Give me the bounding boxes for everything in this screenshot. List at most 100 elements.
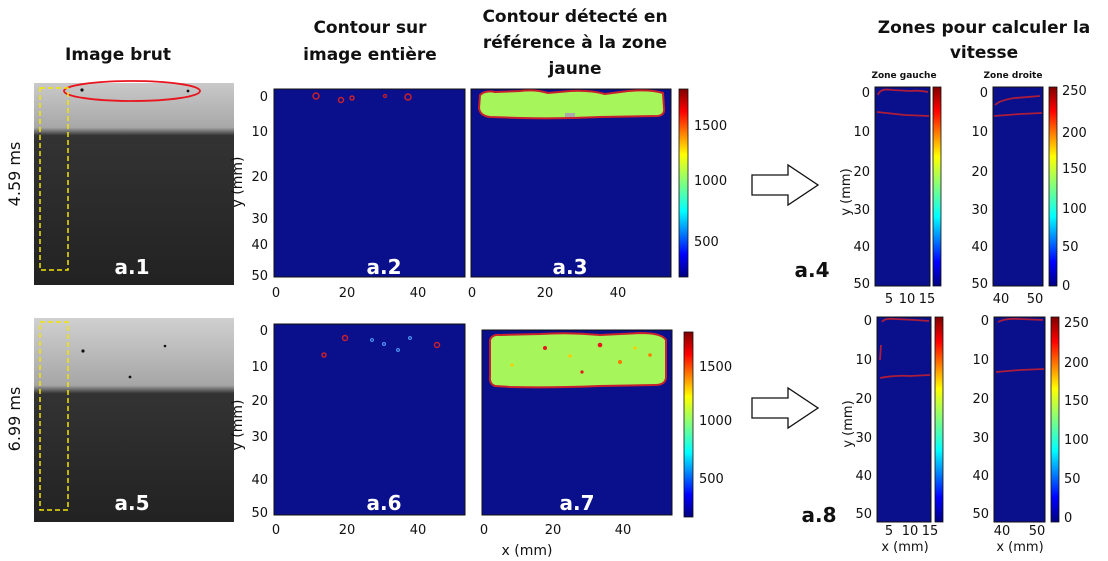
- svg-text:50: 50: [855, 507, 872, 522]
- header-full-line1: Contour sur: [313, 18, 427, 38]
- svg-text:40: 40: [994, 524, 1011, 539]
- svg-text:50: 50: [972, 507, 989, 522]
- svg-text:0: 0: [981, 314, 989, 329]
- svg-text:200: 200: [1064, 356, 1089, 371]
- svg-text:100: 100: [1064, 433, 1089, 448]
- svg-text:0: 0: [862, 86, 870, 101]
- panel-label-a4: a.4: [794, 258, 829, 282]
- svg-text:40: 40: [410, 523, 427, 538]
- svg-text:40: 40: [410, 286, 427, 301]
- svg-text:50: 50: [971, 277, 988, 292]
- svg-text:5: 5: [885, 524, 893, 539]
- svg-text:10: 10: [251, 360, 268, 375]
- svg-text:0: 0: [1062, 279, 1070, 294]
- svg-text:5: 5: [885, 292, 893, 307]
- svg-text:20: 20: [972, 392, 989, 407]
- svg-text:20: 20: [339, 286, 356, 301]
- x-axis-label-zone-left: x (mm): [881, 540, 928, 555]
- svg-text:0: 0: [260, 90, 268, 105]
- y-axis-label-zone-row2: y (mm): [841, 400, 856, 447]
- svg-text:15: 15: [922, 524, 939, 539]
- header-zones-line1: Zones pour calculer la: [878, 18, 1090, 38]
- panel-label-a1: a.1: [114, 255, 149, 279]
- red-ellipse-marker: [63, 80, 201, 102]
- zone-left-plot-row1: 0 10 20 30 40 50 y (mm) 5 10 15: [839, 86, 942, 307]
- arrow-row2: [751, 386, 820, 430]
- svg-text:10: 10: [853, 125, 870, 140]
- svg-text:500: 500: [694, 235, 719, 250]
- zone-right-plot-row2: 0 10 20 30 40 50 40 50 x (mm) 250 200 15…: [972, 314, 1088, 555]
- colorbar-row2: 1500 1000 500: [683, 331, 732, 518]
- svg-text:200: 200: [1062, 126, 1087, 141]
- svg-text:50: 50: [1027, 292, 1044, 307]
- arrow-row1: [751, 163, 820, 207]
- svg-text:30: 30: [853, 203, 870, 218]
- yellow-zone-box: [39, 321, 69, 511]
- svg-text:20: 20: [855, 392, 872, 407]
- header-zone-right: Zone droite: [984, 71, 1043, 81]
- svg-text:1500: 1500: [694, 119, 727, 134]
- panel-label-a7: a.7: [559, 491, 594, 515]
- svg-text:30: 30: [251, 212, 268, 227]
- svg-text:250: 250: [1064, 316, 1089, 331]
- svg-text:0: 0: [468, 286, 476, 301]
- ref-contour-plot-row1: a.3: [470, 88, 672, 279]
- y-axis-label-row2: y (mm): [230, 400, 246, 451]
- svg-text:30: 30: [972, 431, 989, 446]
- svg-text:20: 20: [853, 165, 870, 180]
- x-axis-label-zone-right: x (mm): [996, 540, 1043, 555]
- time-label-row1: 4.59 ms: [5, 142, 24, 207]
- svg-text:1000: 1000: [694, 174, 727, 189]
- svg-text:40: 40: [251, 238, 268, 253]
- svg-text:50: 50: [1029, 524, 1046, 539]
- y-axis-row1: 0 10 20 30 40 50 y (mm): [230, 90, 268, 284]
- raw-image-row1: a.1: [34, 80, 234, 285]
- x-axis-row2-ref: 0 20 40 x (mm): [480, 523, 631, 559]
- svg-text:0: 0: [272, 286, 280, 301]
- zone-right-plot-row1: 0 10 20 30 40 50 40 50 250 200 150 100 5…: [971, 84, 1086, 307]
- svg-text:0: 0: [260, 324, 268, 339]
- full-contour-plot-row1: a.2: [273, 88, 466, 279]
- header-ref-line3: jaune: [547, 59, 601, 79]
- svg-text:40: 40: [972, 469, 989, 484]
- x-axis-row1-full: 0 20 40: [272, 286, 426, 301]
- svg-text:1500: 1500: [699, 360, 732, 375]
- svg-text:50: 50: [853, 277, 870, 292]
- svg-text:20: 20: [251, 394, 268, 409]
- svg-text:10: 10: [899, 292, 916, 307]
- y-axis-row2: 0 10 20 30 40 50 y (mm): [230, 324, 268, 521]
- svg-text:10: 10: [971, 125, 988, 140]
- svg-text:50: 50: [1064, 472, 1081, 487]
- svg-text:50: 50: [1062, 240, 1079, 255]
- svg-text:0: 0: [1064, 511, 1072, 526]
- svg-text:10: 10: [251, 125, 268, 140]
- svg-text:30: 30: [971, 203, 988, 218]
- x-axis-label-main: x (mm): [502, 543, 553, 559]
- svg-text:10: 10: [902, 524, 919, 539]
- svg-text:40: 40: [993, 292, 1010, 307]
- svg-text:10: 10: [972, 353, 989, 368]
- svg-text:40: 40: [853, 240, 870, 255]
- svg-text:0: 0: [980, 86, 988, 101]
- panel-label-a8: a.8: [801, 503, 836, 527]
- svg-text:1000: 1000: [699, 414, 732, 429]
- svg-text:40: 40: [615, 523, 632, 538]
- svg-text:30: 30: [855, 431, 872, 446]
- header-zones-line2: vitesse: [950, 43, 1018, 63]
- svg-text:0: 0: [272, 523, 280, 538]
- x-axis-row2-full: 0 20 40: [272, 523, 426, 538]
- svg-text:20: 20: [251, 170, 268, 185]
- zone-left-plot-row2: 0 10 20 30 40 50 y (mm) 5 10 15 x (mm): [841, 314, 944, 555]
- svg-text:30: 30: [251, 430, 268, 445]
- svg-text:40: 40: [971, 240, 988, 255]
- svg-text:50: 50: [251, 269, 268, 284]
- svg-text:0: 0: [864, 314, 872, 329]
- svg-text:150: 150: [1064, 394, 1089, 409]
- svg-text:20: 20: [971, 165, 988, 180]
- ref-contour-plot-row2: a.7: [481, 329, 673, 516]
- panel-label-a6: a.6: [366, 491, 401, 515]
- panel-label-a5: a.5: [114, 491, 149, 515]
- svg-text:20: 20: [545, 523, 562, 538]
- svg-text:50: 50: [251, 506, 268, 521]
